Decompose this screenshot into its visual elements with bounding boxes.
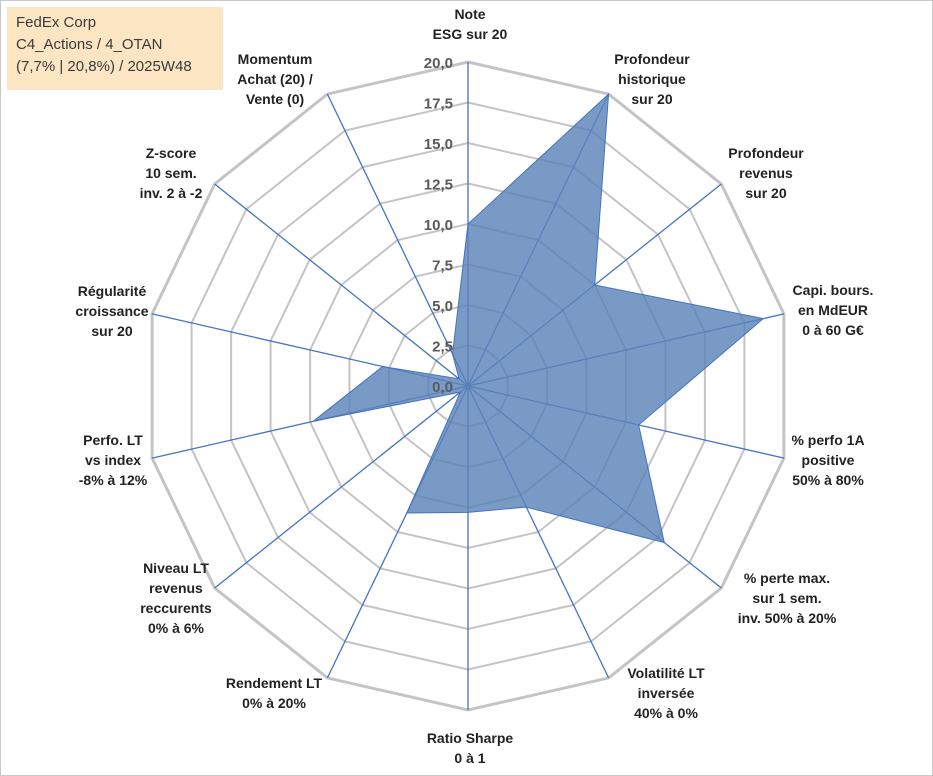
axis-label-line: revenus bbox=[149, 580, 203, 596]
tick-label: 10,0 bbox=[424, 217, 453, 234]
tick-label: 7,5 bbox=[432, 258, 453, 275]
portfolio-details: (7,7% | 20,8%) / 2025W48 bbox=[16, 58, 192, 75]
axis-label: Rendement LT 0% à 20% bbox=[226, 675, 323, 711]
axis-label-line: Profondeur bbox=[614, 51, 690, 67]
axis-label-line: sur 1 sem. bbox=[752, 590, 821, 606]
axis-label-line: 10 sem. bbox=[145, 165, 196, 181]
axis-label-line: 0 à 1 bbox=[454, 750, 485, 766]
axis-label: Niveau LT revenus reccurents 0% à 6% bbox=[140, 560, 212, 636]
series-area bbox=[312, 92, 765, 544]
axis-label-line: Vente (0) bbox=[246, 91, 304, 107]
axis-label: Régularité croissance sur 20 bbox=[75, 283, 148, 339]
axis-label-line: inv. 50% à 20% bbox=[738, 610, 837, 626]
axis-label-line: historique bbox=[618, 71, 686, 87]
axis-label-line: Note bbox=[454, 6, 485, 22]
axis-label-line: positive bbox=[802, 452, 855, 468]
axis-label: Perfo. LT vs index -8% à 12% bbox=[79, 432, 148, 488]
axis-label-line: % perte max. bbox=[744, 570, 830, 586]
axis-labels: Note ESG sur 20 Profondeur historique sur 20… bbox=[75, 6, 873, 766]
axis-label-line: -8% à 12% bbox=[79, 472, 148, 488]
tick-label: 15,0 bbox=[424, 136, 453, 153]
axis-label-line: sur 20 bbox=[631, 91, 672, 107]
tick-label: 17,5 bbox=[424, 96, 453, 113]
portfolio-name: C4_Actions / 4_OTAN bbox=[16, 36, 163, 53]
axis-label-line: 0 à 60 G€ bbox=[802, 322, 864, 338]
axis-label-line: 40% à 0% bbox=[634, 705, 698, 721]
axis-label: Profondeur historique sur 20 bbox=[614, 51, 690, 107]
axis-label-line: Profondeur bbox=[728, 145, 804, 161]
axis-spoke bbox=[214, 385, 469, 589]
radar-series bbox=[312, 92, 765, 544]
axis-label-line: Niveau LT bbox=[143, 560, 209, 576]
axis-label-line: ESG sur 20 bbox=[433, 26, 508, 42]
axis-label: Momentum Achat (20) / Vente (0) bbox=[237, 51, 313, 107]
axis-label: Ratio Sharpe 0 à 1 bbox=[427, 730, 514, 766]
tick-label: 5,0 bbox=[432, 298, 453, 315]
axis-label-line: croissance bbox=[75, 303, 148, 319]
radial-tick-labels: 0,0 2,5 5,0 7,5 10,0 12,5 15,0 17,5 20,0 bbox=[424, 55, 453, 396]
axis-label-line: Z-score bbox=[146, 145, 197, 161]
axis-label: Volatilité LT inversée 40% à 0% bbox=[627, 665, 705, 721]
tick-label: 12,5 bbox=[424, 177, 453, 194]
axis-label-line: en MdEUR bbox=[798, 302, 868, 318]
tick-label: 2,5 bbox=[432, 339, 453, 356]
axis-label-line: inv. 2 à -2 bbox=[140, 185, 203, 201]
axis-label-line: vs index bbox=[85, 452, 141, 468]
axis-label-line: sur 20 bbox=[745, 185, 786, 201]
axis-label-line: Achat (20) / bbox=[237, 71, 313, 87]
axis-label-line: inversée bbox=[638, 685, 695, 701]
axis-label-line: reccurents bbox=[140, 600, 212, 616]
axis-label-line: Régularité bbox=[78, 283, 147, 299]
axis-label-line: % perfo 1A bbox=[791, 432, 864, 448]
axis-label-line: revenus bbox=[739, 165, 793, 181]
axis-label-line: Volatilité LT bbox=[627, 665, 705, 681]
axis-label-line: 50% à 80% bbox=[792, 472, 864, 488]
axis-label-line: Ratio Sharpe bbox=[427, 730, 514, 746]
axis-label: Capi. bours. en MdEUR 0 à 60 G€ bbox=[793, 282, 874, 338]
tick-label: 20,0 bbox=[424, 55, 453, 72]
axis-spoke bbox=[214, 183, 469, 387]
axis-label: % perfo 1A positive 50% à 80% bbox=[791, 432, 864, 488]
axis-label-line: 0% à 20% bbox=[242, 695, 306, 711]
axis-label-line: Momentum bbox=[238, 51, 313, 67]
company-name: FedEx Corp bbox=[16, 14, 97, 31]
axis-label-line: sur 20 bbox=[91, 323, 132, 339]
axis-spoke bbox=[326, 93, 469, 387]
info-box: FedEx Corp C4_Actions / 4_OTAN (7,7% | 2… bbox=[7, 7, 223, 90]
axis-label: Profondeur revenus sur 20 bbox=[728, 145, 804, 201]
axis-label: % perte max. sur 1 sem. inv. 50% à 20% bbox=[738, 570, 837, 626]
axis-label-line: Perfo. LT bbox=[83, 432, 143, 448]
tick-label: 0,0 bbox=[432, 379, 453, 396]
axis-label-line: Rendement LT bbox=[226, 675, 323, 691]
axis-label: Note ESG sur 20 bbox=[433, 6, 508, 42]
axis-label-line: 0% à 6% bbox=[148, 620, 205, 636]
axis-label: Z-score 10 sem. inv. 2 à -2 bbox=[140, 145, 203, 201]
axis-label-line: Capi. bours. bbox=[793, 282, 874, 298]
